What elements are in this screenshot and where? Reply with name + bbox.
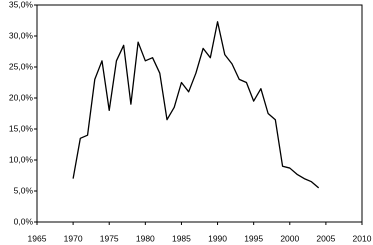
x-tick-label: 1970 <box>64 233 83 243</box>
x-tick-label: 1995 <box>244 233 263 243</box>
y-tick-label: 30,0% <box>9 30 34 40</box>
x-tick-label: 1990 <box>208 233 227 243</box>
x-tick-label: 1985 <box>172 233 191 243</box>
x-tick-label: 2000 <box>280 233 299 243</box>
y-tick-label: 15,0% <box>9 123 34 133</box>
y-tick-label: 35,0% <box>9 0 34 9</box>
y-tick-label: 5,0% <box>14 185 34 195</box>
x-tick-label: 1965 <box>28 233 47 243</box>
y-tick-label: 0,0% <box>14 216 34 226</box>
plot-area <box>36 4 363 223</box>
x-tick-label: 2010 <box>353 233 372 243</box>
data-line <box>72 21 320 189</box>
y-tick-label: 10,0% <box>9 154 34 164</box>
y-tick-label: 25,0% <box>9 61 34 71</box>
x-tick-label: 2005 <box>316 233 335 243</box>
x-tick-label: 1980 <box>136 233 155 243</box>
y-tick-label: 20,0% <box>9 92 34 102</box>
x-tick-label: 1975 <box>100 233 119 243</box>
